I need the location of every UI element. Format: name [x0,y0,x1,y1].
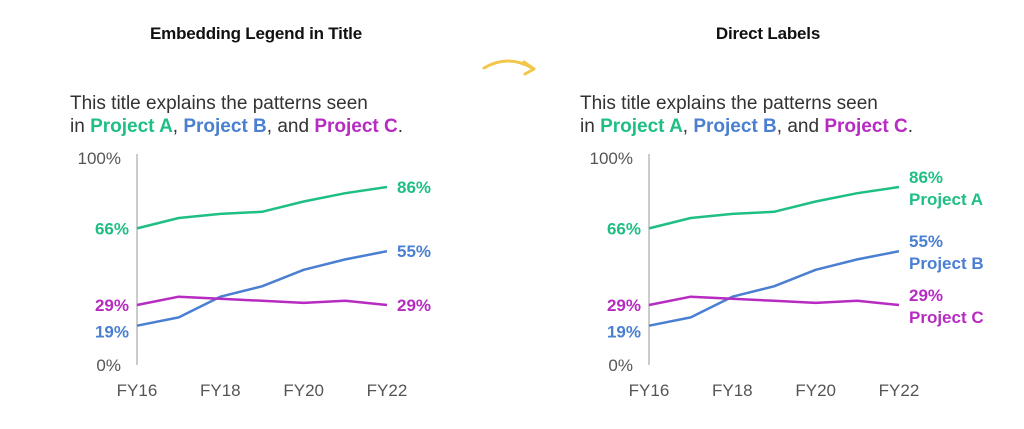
y-tick-label: 100% [78,149,121,168]
end-value-label-project-c: 29% [397,296,431,315]
subtitle-text: , [682,116,694,137]
series-name-label-project-a: Project A [909,190,983,209]
series-line-project-a [136,185,388,230]
series-line-project-c [136,295,388,307]
start-value-label-project-a: 66% [95,219,129,238]
project-c-legend-text: Project C [824,116,908,137]
subtitle-text: . [397,116,404,137]
end-value-label-project-b: 55% [909,232,943,251]
subtitle-line-2: in Project A, Project B, and Project C. [580,115,913,138]
curved-arrow-icon [482,59,536,76]
start-value-label-project-c: 29% [607,296,641,315]
subtitle-text: in [580,116,601,137]
start-value-label-project-c: 29% [95,296,129,315]
line-chart-embedded-legend: 100% 0% FY16 FY18 FY20 FY22 66% 19% 29% 86% 55% 29% [78,149,432,400]
y-tick-label: 0% [96,356,121,375]
end-value-label-project-b: 55% [397,242,431,261]
start-value-label-project-b: 19% [607,323,641,342]
subtitle-line-2: in Project A, Project B, and Project C. [70,115,403,138]
series-line-project-b [136,249,388,327]
x-tick-label: FY22 [367,381,408,400]
line-chart-direct-labels: 100% 0% FY16 FY18 FY20 FY22 66% 19% 29% 86% Projec… [590,149,984,400]
series-line-project-a [648,185,900,230]
x-tick-label: FY18 [200,381,241,400]
series-name-label-project-b: Project B [909,254,984,273]
y-tick-label: 100% [590,149,633,168]
end-value-label-project-c: 29% [909,286,943,305]
subtitle-text: , and [266,116,315,137]
chart-subtitle: This title explains the patterns seen in… [70,92,403,138]
series-name-label-project-c: Project C [909,308,984,327]
project-a-legend-text: Project A [90,116,173,137]
x-tick-label: FY20 [795,381,836,400]
x-tick-label: FY16 [117,381,158,400]
chart-subtitle: This title explains the patterns seen in… [580,92,913,138]
x-tick-label: FY16 [629,381,670,400]
series-line-project-c [648,295,900,307]
subtitle-line-1: This title explains the patterns seen [580,93,878,114]
subtitle-text: , [172,116,184,137]
panel-embedded-legend: Embedding Legend in Title This title exp… [70,24,432,400]
end-value-label-project-a: 86% [397,178,431,197]
project-a-legend-text: Project A [600,116,683,137]
start-value-label-project-b: 19% [95,323,129,342]
subtitle-text: . [907,116,914,137]
end-value-label-project-a: 86% [909,168,943,187]
panel-heading: Direct Labels [715,24,821,43]
project-b-legend-text: Project B [183,116,267,137]
subtitle-line-1: This title explains the patterns seen [70,93,368,114]
project-b-legend-text: Project B [693,116,777,137]
x-tick-label: FY20 [283,381,324,400]
series-line-project-b [648,249,900,327]
y-tick-label: 0% [608,356,633,375]
x-tick-label: FY18 [712,381,753,400]
start-value-label-project-a: 66% [607,219,641,238]
panel-direct-labels: Direct Labels This title explains the pa… [512,0,1024,429]
x-tick-label: FY22 [879,381,920,400]
panel-heading: Embedding Legend in Title [150,24,362,43]
subtitle-text: in [70,116,91,137]
project-c-legend-text: Project C [314,116,398,137]
subtitle-text: , and [776,116,825,137]
